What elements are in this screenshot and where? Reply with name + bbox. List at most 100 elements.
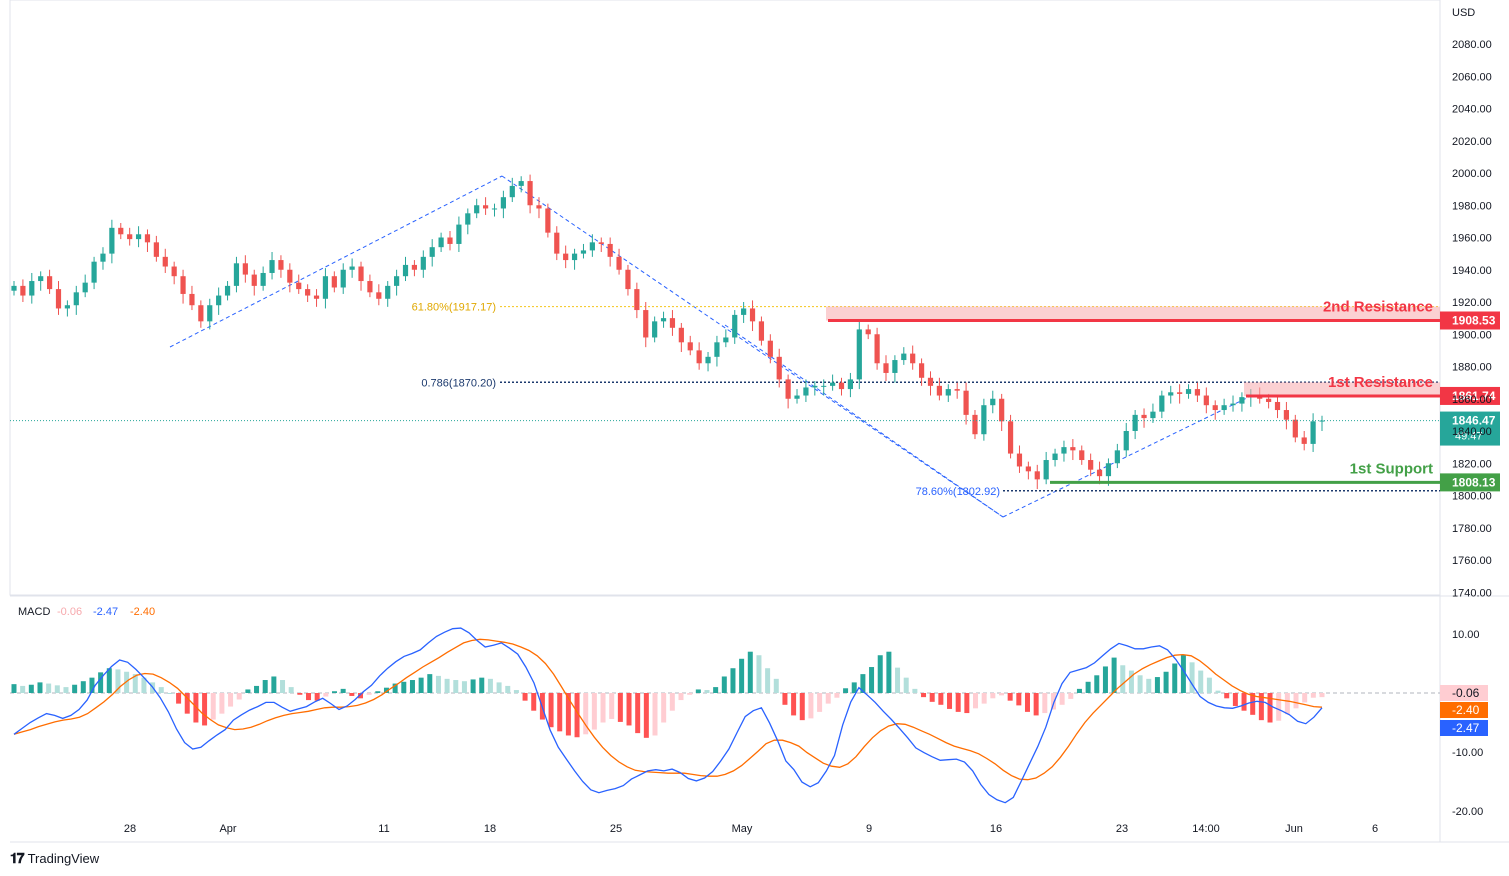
candle-body [251, 274, 257, 286]
macd-histogram-bar [383, 687, 389, 693]
macd-histogram-bar [912, 688, 918, 693]
candle-body [162, 256, 168, 267]
candle-body [1283, 410, 1290, 420]
candle-body [607, 243, 613, 257]
macd-histogram-bar [297, 693, 303, 695]
candle-body [1185, 389, 1192, 394]
macd-histogram-bar [1007, 693, 1013, 701]
macd-histogram-bar [704, 690, 710, 693]
macd-histogram-bar [219, 693, 225, 714]
candle-body [821, 385, 827, 387]
swing-line-down-2 [724, 324, 1004, 518]
macd-histogram-bar [609, 693, 615, 719]
candle-body [100, 253, 106, 262]
macd-histogram-bar [210, 693, 216, 720]
candle-body [1159, 395, 1165, 412]
level-price-tag [1440, 386, 1500, 405]
macd-histogram-bar [418, 677, 424, 693]
macd-histogram-bar [773, 678, 779, 693]
candle-body [242, 263, 248, 275]
macd-histogram-bar [765, 668, 771, 693]
candle-body [732, 314, 738, 338]
candle-body [447, 237, 453, 244]
price-axis[interactable]: 2080.00 2060.00 2040.00 2020.00 2000.00 1980.… [1452, 39, 1492, 599]
candle-body [918, 363, 925, 378]
candle-body [340, 269, 346, 288]
candle-body [927, 377, 934, 386]
price-pane-frame [9, 0, 1441, 596]
candle-body [82, 282, 88, 293]
candle-body [144, 234, 151, 243]
candle-body [527, 181, 533, 206]
candle-body [767, 340, 773, 357]
macd-histogram-bar [964, 693, 970, 714]
macd-histogram-bar [1128, 670, 1134, 693]
brand-text: TradingView [27, 851, 100, 866]
candle-body [1007, 421, 1014, 454]
level-price-tag [1440, 311, 1500, 330]
candle-body [589, 242, 595, 251]
fibonacci-drawings[interactable]: 61.80%(1917.17) 0.786(1870.20) 78.60%(1802… [169, 175, 1440, 518]
candle-body [776, 356, 782, 380]
candle-body [723, 337, 729, 343]
macd-histogram-bar [487, 678, 493, 693]
last-price-tag [1440, 411, 1500, 446]
macd-histogram-bar [825, 693, 831, 704]
macd-histogram-bar [366, 693, 372, 695]
price-tick-label: 1820.00 [1452, 458, 1492, 470]
candle-body [482, 205, 489, 209]
candle-body [73, 292, 79, 306]
macd-histogram-bar [479, 677, 485, 693]
time-axis[interactable]: 28 Apr 11 18 25 May 9 16 23 14:00 Jun 6 [124, 823, 1378, 835]
tradingview-brand[interactable]: 𝟏𝟕 TradingView [10, 850, 99, 867]
macd-histogram-bar [843, 688, 849, 693]
macd-histogram-bar [1120, 665, 1126, 693]
candle-body [474, 205, 480, 214]
macd-histogram-bar [600, 693, 606, 723]
price-tick-label: 2060.00 [1452, 71, 1492, 83]
candle-body [1123, 431, 1129, 451]
candle-body [349, 266, 355, 270]
macd-histogram-bar [54, 685, 60, 693]
macd-histogram-bar [1206, 677, 1212, 693]
candle-body [46, 276, 53, 290]
candle-body [625, 269, 631, 290]
level-label: 1st Resistance [1328, 374, 1433, 391]
macd-histogram-bar [626, 693, 632, 726]
candle-body [1203, 395, 1209, 406]
candle-body [287, 269, 293, 283]
macd-histogram-bar [470, 679, 476, 693]
candle-body [1043, 460, 1049, 480]
macd-histogram-bar [860, 674, 866, 693]
support-resistance-levels[interactable]: 1846.47 49:47 2nd Resistance 1908.53 1st Res… [10, 298, 1500, 492]
macd-panel: 10.00 -10.00 -20.00 -0.06 -2.40 -2.47 [10, 627, 1488, 818]
time-tick-label: 11 [378, 823, 389, 835]
candle-body [1212, 405, 1218, 411]
macd-histogram-bar [713, 687, 719, 693]
candle-body [892, 360, 898, 373]
time-tick-label: 28 [124, 823, 136, 835]
macd-histogram-bar [635, 693, 641, 734]
candle-body [402, 264, 409, 277]
macd-histogram-bar [106, 668, 112, 693]
candle-body [260, 272, 266, 286]
macd-histogram-bar [1068, 693, 1074, 699]
level-label: 2nd Resistance [1323, 298, 1433, 315]
candle-body [830, 382, 836, 386]
macd-histogram-bar [132, 674, 138, 693]
fib-618-label: 61.80%(1917.17) [412, 302, 496, 314]
macd-tick-label: -20.00 [1452, 806, 1483, 818]
candle-body [954, 389, 960, 391]
candle-body [580, 250, 587, 254]
level-price-tag [1440, 473, 1500, 492]
time-tick-label: Apr [219, 823, 236, 835]
candle-body [11, 285, 17, 291]
price-tick-label: 1800.00 [1452, 491, 1492, 503]
macd-histogram-bar [921, 693, 927, 698]
candle-body [1132, 414, 1138, 431]
candle-body [936, 385, 942, 396]
bar-countdown: 49:47 [1455, 431, 1483, 443]
macd-histogram-bar [280, 680, 286, 693]
macd-histogram-bar [1293, 693, 1299, 709]
